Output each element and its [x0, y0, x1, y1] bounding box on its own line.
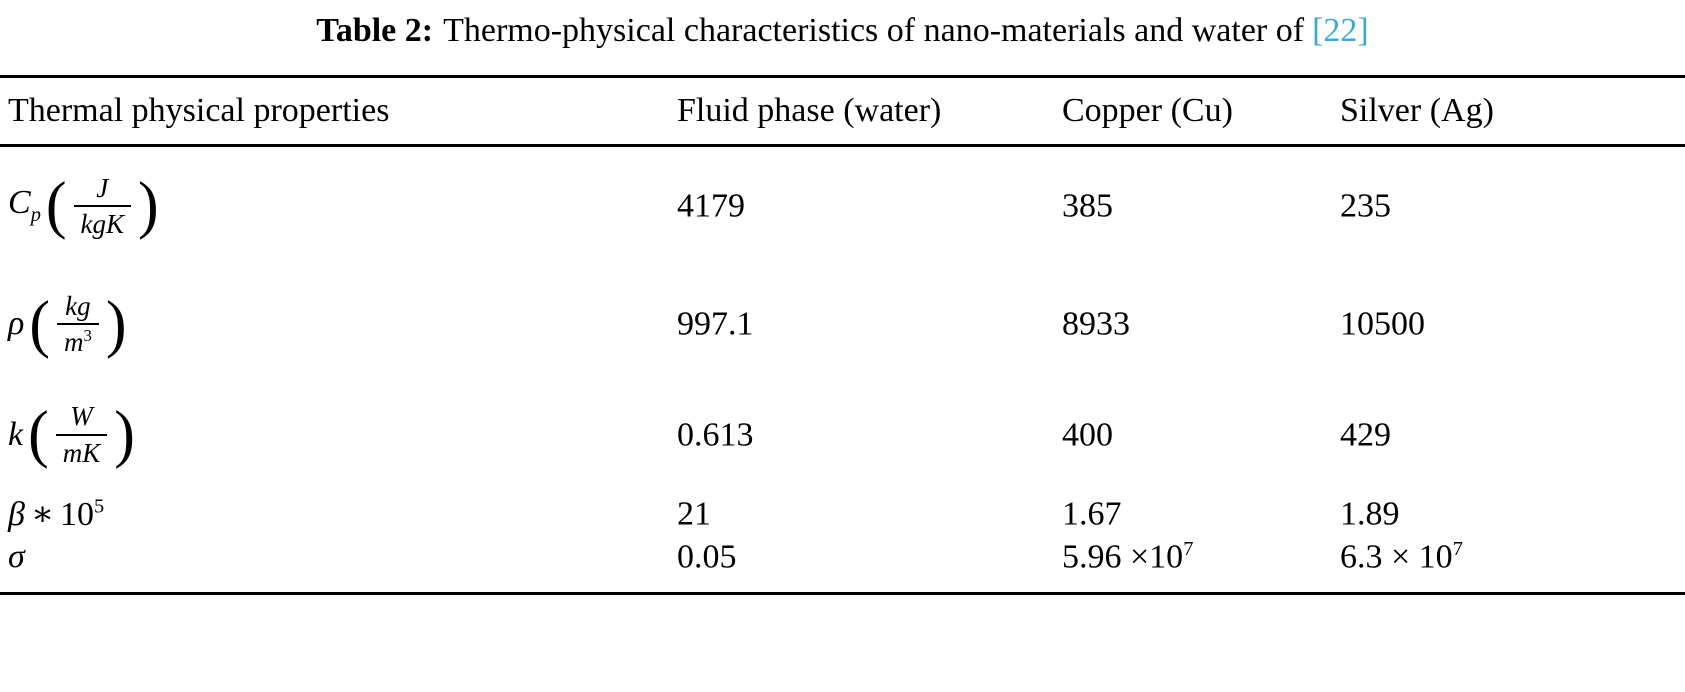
property-cp: Cp ( J kgK ): [0, 173, 677, 239]
cp-symbol-letter: C: [8, 184, 31, 222]
right-paren-icon: ): [138, 169, 159, 242]
beta-expression: β ∗ 105: [8, 494, 104, 534]
table-row-sigma: σ 0.05 5.96 ×107 6.3 × 107: [0, 536, 1685, 592]
beta-power-base: 10: [60, 495, 95, 533]
sigma-copper-value: 5.96 ×107: [1062, 538, 1340, 576]
rho-symbol: ρ: [8, 305, 25, 343]
rho-unit-fraction: kg m3: [56, 290, 99, 358]
property-k: k ( W mK ): [0, 401, 677, 467]
rho-denominator-base: m: [63, 327, 84, 358]
table-row-beta: β ∗ 105 21 1.67 1.89: [0, 486, 1685, 536]
rho-silver-value: 10500: [1340, 305, 1685, 343]
table-caption-label: Table 2:: [316, 12, 434, 49]
rho-water-value: 997.1: [677, 305, 1062, 343]
k-unit-denominator: mK: [55, 433, 108, 468]
column-header-properties: Thermal physical properties: [8, 91, 390, 129]
beta-water-value: 21: [677, 495, 1062, 533]
table-header-row: Thermal physical properties Fluid phase …: [0, 78, 1685, 147]
value-text: 429: [1340, 415, 1391, 453]
value-text: 0.613: [677, 415, 754, 453]
value-text: 21: [677, 495, 711, 533]
cp-water-value: 4179: [677, 187, 1062, 225]
property-sigma: σ: [0, 538, 677, 576]
value-text: 1.67: [1062, 495, 1122, 533]
asterisk-operator-icon: ∗: [30, 495, 55, 533]
k-copper-value: 400: [1062, 416, 1340, 454]
k-unit-fraction: W mK: [55, 401, 108, 468]
left-paren-icon: (: [28, 398, 49, 471]
table-row-k: k ( W mK ) 0.613 400 429: [0, 383, 1685, 485]
cp-unit-denominator: kgK: [73, 204, 132, 239]
rho-unit-numerator: kg: [65, 290, 91, 321]
beta-power-exponent: 5: [94, 495, 105, 518]
rho-denominator-exponent: 3: [83, 326, 92, 346]
table-caption-text: Thermo-physical characteristics of nano-…: [443, 12, 1305, 49]
value-text: 8933: [1062, 305, 1130, 343]
k-symbol: k: [8, 415, 24, 453]
table-row-cp: Cp ( J kgK ) 4179 385 235: [0, 147, 1685, 265]
cp-silver-value: 235: [1340, 187, 1685, 225]
table-caption: Table 2: Thermo-physical characteristics …: [0, 10, 1685, 53]
sigma-water-value: 0.05: [677, 538, 1062, 576]
citation-link[interactable]: [22]: [1312, 12, 1369, 49]
right-paren-icon: ): [105, 288, 127, 360]
cp-unit-fraction: J kgK: [73, 172, 132, 239]
right-paren-icon: ): [114, 398, 135, 471]
property-rho: ρ ( kg m3 ): [0, 291, 677, 357]
thermo-table: Thermal physical properties Fluid phase …: [0, 74, 1685, 596]
k-silver-value: 429: [1340, 416, 1685, 454]
left-paren-icon: (: [29, 288, 50, 360]
cp-symbol-subscript: p: [30, 204, 41, 227]
column-header-water: Fluid phase (water): [677, 91, 942, 129]
rho-unit-denominator: m3: [56, 323, 99, 358]
sigma-silver-value: 6.3 × 107: [1340, 538, 1685, 576]
value-text: 997.1: [677, 305, 754, 343]
value-text: 10500: [1340, 305, 1425, 343]
value-text: 1.89: [1340, 495, 1400, 533]
beta-copper-value: 1.67: [1062, 495, 1340, 533]
value-text: 385: [1062, 186, 1113, 224]
value-exponent: 7: [1452, 537, 1463, 560]
value-text: 6.3 × 10: [1340, 538, 1453, 576]
column-header-copper: Copper (Cu): [1062, 91, 1233, 129]
value-text: 4179: [677, 186, 745, 224]
cp-unit-numerator: J: [96, 172, 109, 203]
sigma-symbol: σ: [8, 538, 25, 576]
k-unit-numerator: W: [70, 401, 93, 432]
left-paren-icon: (: [45, 169, 67, 242]
value-text: 400: [1062, 415, 1113, 453]
beta-silver-value: 1.89: [1340, 495, 1685, 533]
value-text: 235: [1340, 186, 1391, 224]
table-row-rho: ρ ( kg m3 ) 997.1 8933 10500: [0, 265, 1685, 383]
rho-copper-value: 8933: [1062, 305, 1340, 343]
beta-symbol: β: [8, 495, 25, 533]
value-exponent: 7: [1183, 537, 1194, 560]
value-text: 5.96 ×10: [1062, 538, 1184, 576]
cp-symbol: Cp: [8, 184, 41, 227]
cp-copper-value: 385: [1062, 187, 1340, 225]
k-water-value: 0.613: [677, 416, 1062, 454]
value-text: 0.05: [677, 538, 737, 576]
property-beta: β ∗ 105: [0, 494, 677, 534]
column-header-silver: Silver (Ag): [1340, 91, 1494, 129]
